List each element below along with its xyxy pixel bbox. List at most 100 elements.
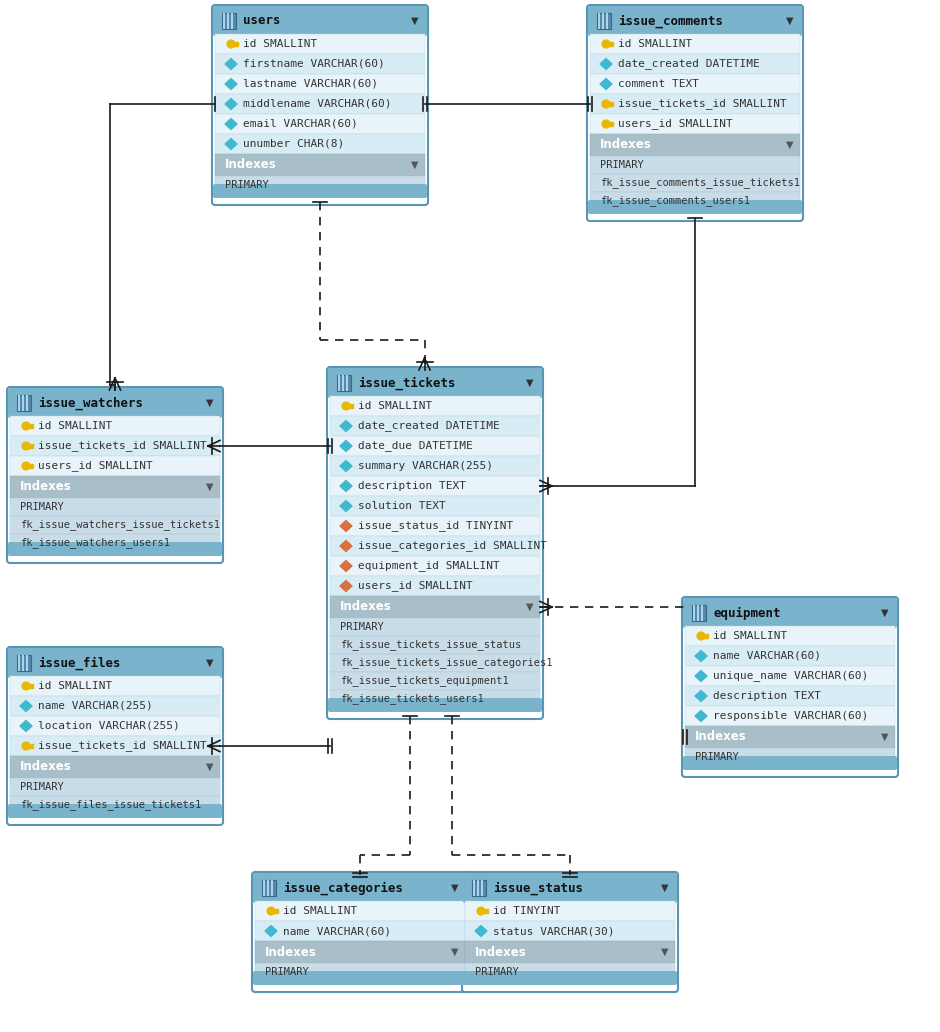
Bar [10, 663, 220, 676]
Text: issue_tickets: issue_tickets [358, 377, 456, 390]
Text: fk_issue_tickets_issue_status: fk_issue_tickets_issue_status [340, 640, 522, 650]
Bar [330, 536, 540, 556]
Bar [10, 676, 220, 696]
Bar [330, 436, 540, 456]
Text: id SMALLINT: id SMALLINT [38, 421, 112, 431]
Text: responsible VARCHAR(60): responsible VARCHAR(60) [713, 711, 869, 721]
Bar [10, 778, 220, 796]
FancyBboxPatch shape [463, 971, 677, 985]
Bar [465, 941, 675, 963]
FancyBboxPatch shape [8, 804, 222, 818]
Text: name VARCHAR(255): name VARCHAR(255) [38, 701, 152, 711]
Polygon shape [265, 926, 277, 936]
Text: fk_issue_watchers_users1: fk_issue_watchers_users1 [20, 538, 170, 548]
Bar [337, 375, 351, 391]
Bar [693, 605, 695, 621]
Polygon shape [340, 421, 352, 431]
Bar [330, 476, 540, 496]
Polygon shape [340, 541, 352, 551]
Bar [10, 498, 220, 516]
Bar [215, 54, 425, 74]
Bar [215, 154, 425, 176]
FancyBboxPatch shape [682, 596, 898, 777]
Bar [10, 456, 220, 476]
FancyBboxPatch shape [588, 200, 802, 214]
Bar [346, 405, 352, 408]
Text: ▼: ▼ [526, 378, 534, 388]
Text: id SMALLINT: id SMALLINT [358, 401, 432, 411]
Bar [685, 646, 895, 666]
Bar [685, 706, 895, 725]
Text: issue_tickets_id SMALLINT: issue_tickets_id SMALLINT [38, 441, 207, 451]
Bar [465, 921, 675, 941]
Text: users_id SMALLINT: users_id SMALLINT [358, 581, 473, 591]
Text: location VARCHAR(255): location VARCHAR(255) [38, 721, 180, 731]
Bar [481, 909, 488, 912]
Polygon shape [340, 501, 352, 512]
Bar [10, 736, 220, 756]
Circle shape [478, 907, 485, 915]
Text: issue_watchers: issue_watchers [38, 396, 143, 410]
Bar [262, 880, 276, 896]
Bar [473, 880, 475, 896]
Bar [255, 941, 465, 963]
Bar [685, 748, 895, 766]
Circle shape [603, 40, 610, 47]
Text: PRIMARY: PRIMARY [340, 622, 384, 632]
Polygon shape [600, 78, 612, 90]
Text: Indexes: Indexes [340, 601, 392, 613]
Text: ▼: ▼ [882, 732, 888, 742]
Bar [597, 13, 611, 29]
Bar [10, 516, 220, 534]
Bar [22, 655, 24, 671]
Bar [590, 94, 800, 114]
Text: users_id SMALLINT: users_id SMALLINT [618, 119, 733, 129]
Text: PRIMARY: PRIMARY [20, 782, 64, 792]
Text: id SMALLINT: id SMALLINT [618, 39, 692, 49]
Text: issue_comments: issue_comments [618, 14, 723, 28]
Bar [481, 880, 483, 896]
Bar [255, 901, 465, 921]
Bar [10, 476, 220, 498]
Bar [685, 686, 895, 706]
Bar [590, 192, 800, 209]
FancyBboxPatch shape [328, 698, 542, 712]
Text: PRIMARY: PRIMARY [695, 752, 739, 762]
Bar [17, 655, 31, 671]
Text: issue_categories_id SMALLINT: issue_categories_id SMALLINT [358, 541, 547, 551]
Text: id SMALLINT: id SMALLINT [283, 906, 357, 916]
Text: ▼: ▼ [661, 947, 668, 957]
Circle shape [603, 100, 610, 108]
Text: Indexes: Indexes [265, 945, 317, 959]
Bar [330, 654, 540, 672]
Text: Indexes: Indexes [695, 731, 746, 743]
FancyBboxPatch shape [8, 648, 222, 678]
Bar [255, 888, 465, 901]
Text: date_created DATETIME: date_created DATETIME [618, 59, 760, 69]
Polygon shape [225, 99, 237, 109]
Bar [338, 375, 340, 391]
Text: name VARCHAR(60): name VARCHAR(60) [713, 651, 821, 662]
Polygon shape [225, 138, 237, 150]
Bar [330, 396, 540, 416]
Text: Indexes: Indexes [475, 945, 526, 959]
FancyBboxPatch shape [463, 873, 677, 903]
Bar [26, 684, 33, 687]
Text: fk_issue_tickets_issue_categories1: fk_issue_tickets_issue_categories1 [340, 657, 553, 669]
Text: equipment_id SMALLINT: equipment_id SMALLINT [358, 560, 500, 572]
FancyBboxPatch shape [252, 872, 468, 992]
Text: ▼: ▼ [526, 602, 534, 612]
Bar [267, 880, 269, 896]
Text: Indexes: Indexes [600, 138, 651, 152]
Text: id TINYINT: id TINYINT [493, 906, 560, 916]
Bar [685, 725, 895, 748]
Bar [17, 395, 31, 411]
Text: id SMALLINT: id SMALLINT [713, 631, 788, 641]
Polygon shape [20, 701, 32, 711]
Text: ▼: ▼ [206, 658, 213, 668]
Bar [330, 596, 540, 618]
Polygon shape [340, 581, 352, 591]
Bar [330, 690, 540, 708]
FancyBboxPatch shape [8, 542, 222, 556]
Bar [590, 34, 800, 54]
